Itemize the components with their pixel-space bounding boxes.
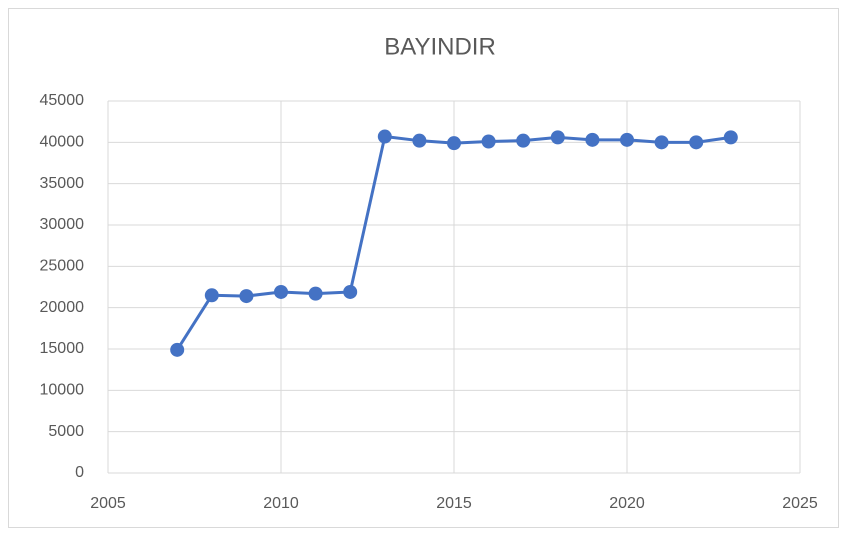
data-point (516, 133, 531, 148)
x-tick-label: 2020 (609, 495, 645, 512)
y-tick-label: 0 (75, 464, 84, 481)
y-tick-label: 15000 (40, 340, 85, 357)
y-tick-label: 45000 (40, 92, 85, 109)
x-tick-label: 2015 (436, 495, 472, 512)
x-tick-label: 2025 (782, 495, 818, 512)
data-point (343, 284, 358, 299)
y-tick-label: 35000 (40, 175, 85, 192)
data-point (620, 132, 634, 147)
y-tick-label: 20000 (40, 299, 85, 316)
y-tick-label: 30000 (40, 216, 85, 233)
data-point (654, 135, 669, 150)
data-point (274, 284, 288, 299)
chart-border (8, 8, 839, 528)
y-tick-label: 10000 (40, 382, 85, 399)
data-point (308, 286, 323, 301)
data-point (447, 136, 461, 151)
y-tick-label: 25000 (40, 258, 85, 275)
data-point (585, 132, 600, 147)
y-tick-label: 5000 (48, 423, 84, 440)
chart-title: BAYINDIR (384, 33, 496, 60)
x-tick-label: 2010 (263, 495, 299, 512)
data-point (239, 289, 254, 304)
y-tick-label: 40000 (40, 134, 85, 151)
data-point (204, 288, 219, 303)
data-point (412, 133, 427, 148)
data-point (723, 130, 738, 145)
data-point (689, 135, 704, 150)
data-point (550, 130, 565, 145)
x-tick-label: 2005 (90, 495, 126, 512)
data-point (481, 134, 496, 149)
data-point (377, 129, 392, 144)
data-point (170, 342, 185, 357)
